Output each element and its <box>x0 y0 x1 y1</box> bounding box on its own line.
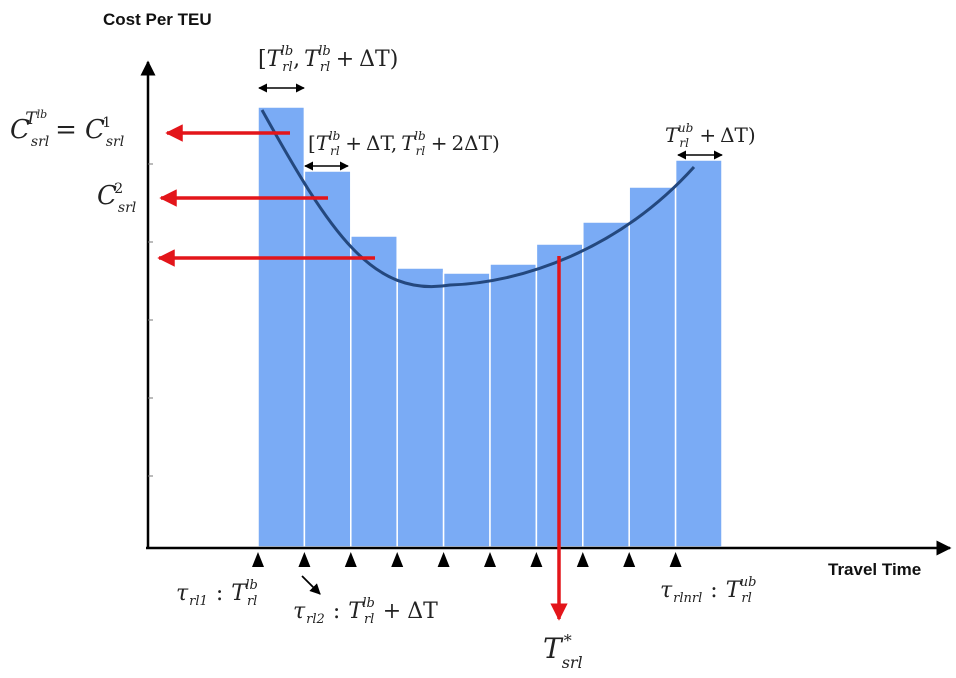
tick-marker <box>669 552 682 567</box>
tick-label-first: τrl1: Trllb <box>176 578 258 609</box>
cost-label-first: CsrlTlb= Csrl1 <box>10 108 124 150</box>
tick-marker <box>530 552 543 567</box>
tick-marker <box>576 552 589 567</box>
interval-label-first: [Trllb, Trllb + ΔT) <box>258 44 398 75</box>
histogram-bars <box>257 106 723 548</box>
interval-label-second: [Trllb + ΔT, Trllb +2ΔT) <box>308 129 500 158</box>
tick-label-second: τrl2: Trllb + ΔT <box>293 596 438 627</box>
tick-marker <box>344 552 357 567</box>
x-axis-title: Travel Time <box>828 560 921 579</box>
histogram-bar <box>582 221 630 548</box>
histogram-bar <box>303 170 352 548</box>
cost-curve <box>260 109 696 288</box>
histogram-bar <box>674 159 723 548</box>
histogram-bar <box>489 263 538 548</box>
tick-marker <box>391 552 404 567</box>
histogram-bar <box>350 235 398 548</box>
tick-marker <box>484 552 496 567</box>
tick-marker <box>437 552 450 567</box>
y-axis-ticks <box>148 163 153 477</box>
interval-label-last: Trlub + ΔT) <box>665 121 756 150</box>
tick-label-last: τrlnrl: Trlub <box>660 575 756 606</box>
optimum-label: T * srl <box>543 631 583 672</box>
histogram-bar <box>442 272 491 548</box>
histogram-bar <box>628 186 677 548</box>
tick-marker <box>298 552 311 567</box>
histogram-bar <box>396 267 445 548</box>
cost-label-second: Csrl2 <box>97 181 136 216</box>
y-axis-title: Cost Per TEU <box>103 10 212 29</box>
tick-marker <box>623 552 636 567</box>
tick-marker <box>252 552 264 567</box>
histogram-bar <box>257 106 306 548</box>
tick-pointer-arrow <box>301 575 321 595</box>
x-axis-tick-markers <box>252 552 682 567</box>
